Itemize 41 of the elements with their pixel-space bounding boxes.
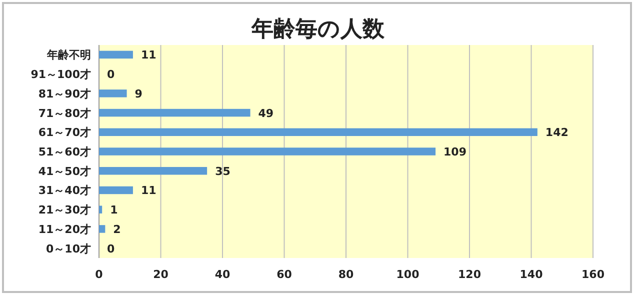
y-tick-label: 0～10才 — [46, 242, 91, 256]
bar — [99, 166, 208, 175]
y-tick-label: 41～50才 — [38, 164, 91, 178]
data-label: 142 — [545, 126, 568, 140]
x-tick-label: 100 — [396, 268, 420, 281]
data-label: 0 — [107, 68, 115, 82]
data-label: 9 — [134, 87, 142, 100]
data-label: 11 — [140, 184, 156, 198]
y-tick-label: 31～40才 — [38, 184, 91, 198]
y-tick-label: 年齢不明 — [46, 48, 91, 62]
data-label: 2 — [113, 222, 121, 236]
bar — [99, 108, 250, 117]
data-label: 11 — [140, 48, 156, 62]
bar — [99, 128, 538, 136]
bar — [99, 186, 133, 194]
data-label: 1 — [110, 204, 118, 217]
data-label: 49 — [258, 106, 274, 120]
x-tick-label: 20 — [153, 268, 169, 281]
y-tick-label: 21～30才 — [38, 204, 91, 217]
y-tick-label: 71～80才 — [38, 106, 91, 120]
bar — [99, 50, 133, 59]
y-tick-label: 91～100才 — [30, 68, 91, 82]
x-tick-label: 40 — [214, 268, 230, 281]
x-tick-label: 0 — [95, 268, 104, 281]
x-tick-label: 120 — [458, 268, 482, 281]
bar — [99, 206, 102, 214]
data-label: 109 — [444, 146, 467, 158]
bar — [99, 90, 127, 98]
y-tick-label: 11～20才 — [38, 222, 91, 236]
x-tick-label: 60 — [276, 268, 292, 281]
x-tick-label: 140 — [520, 268, 544, 281]
x-tick-label: 80 — [338, 268, 354, 281]
y-tick-label: 61～70才 — [38, 126, 91, 140]
bar — [99, 225, 106, 233]
bar — [99, 148, 436, 156]
data-label: 35 — [215, 164, 230, 178]
title: 年齢毎の人数 — [252, 17, 384, 42]
y-tick-label: 81～90才 — [38, 87, 91, 100]
data-label: 0 — [107, 242, 115, 256]
y-tick-label: 51～60才 — [38, 146, 91, 158]
x-tick-label: 160 — [582, 268, 605, 281]
